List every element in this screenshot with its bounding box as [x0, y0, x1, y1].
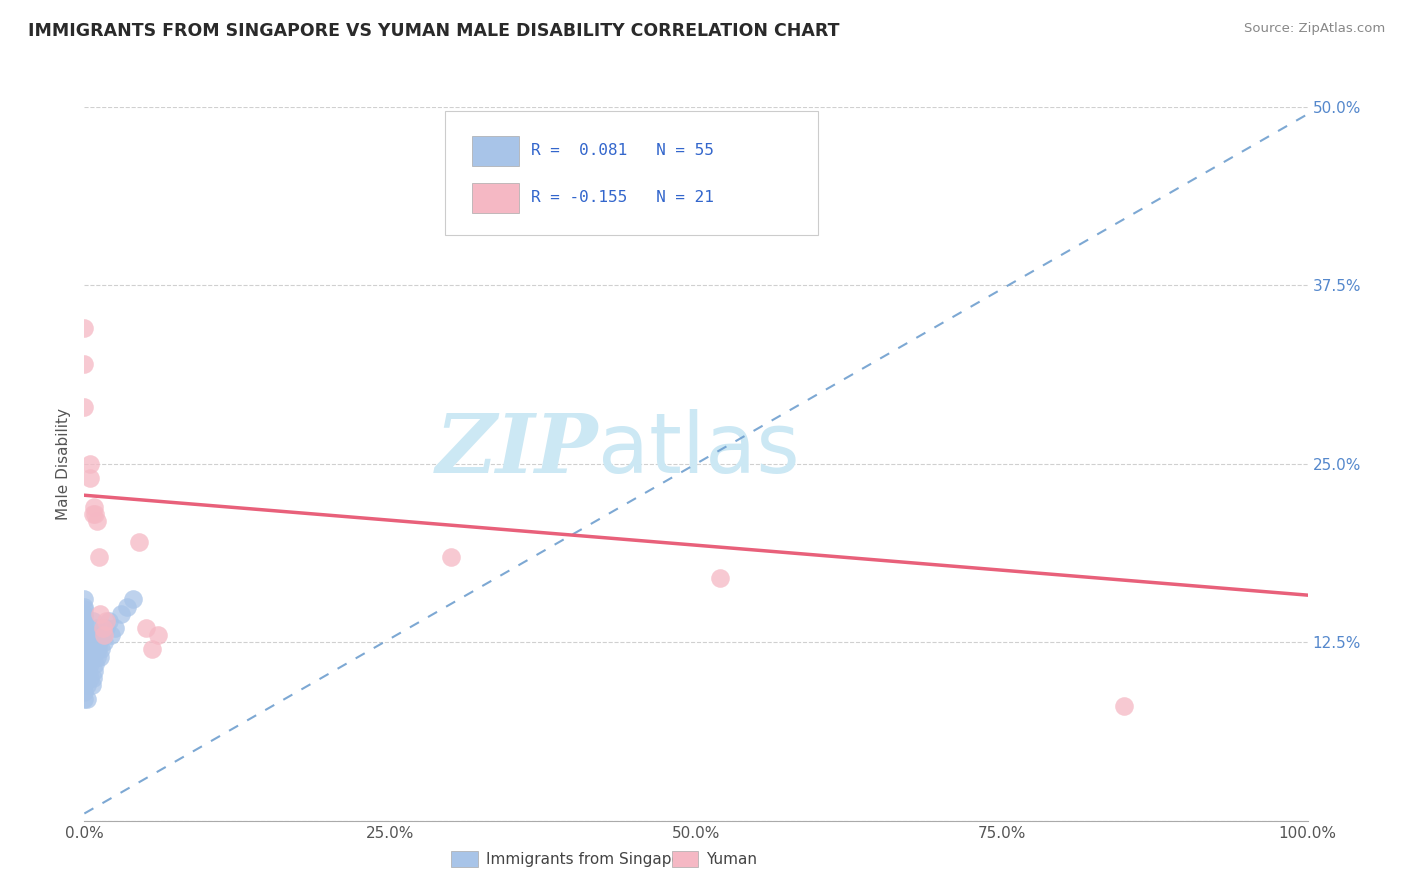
Point [87, 642, 110, 657]
Text: ZIP: ZIP [436, 409, 598, 490]
Text: Yuman: Yuman [706, 852, 756, 867]
Point [87, 549, 110, 564]
Point [77, 649, 100, 664]
Point [73, 631, 96, 645]
Point [86, 514, 108, 528]
Point [146, 628, 169, 642]
Point [104, 621, 127, 635]
Point [73, 616, 96, 631]
Bar [451, 851, 478, 867]
Point [73, 671, 96, 685]
Point [76, 678, 98, 692]
Bar [472, 183, 519, 212]
Point [709, 571, 731, 585]
Point [73, 607, 96, 621]
Point [73, 592, 96, 607]
Point [73, 628, 96, 642]
Point [79, 657, 101, 671]
Point [135, 621, 157, 635]
Point [82, 671, 104, 685]
Text: IMMIGRANTS FROM SINGAPORE VS YUMAN MALE DISABILITY CORRELATION CHART: IMMIGRANTS FROM SINGAPORE VS YUMAN MALE … [28, 22, 839, 40]
Point [97, 614, 120, 628]
Point [77, 635, 100, 649]
Point [96, 614, 118, 628]
Point [77, 664, 100, 678]
Point [73, 692, 96, 706]
FancyBboxPatch shape [446, 111, 818, 235]
Point [84, 628, 107, 642]
Text: atlas: atlas [598, 409, 800, 490]
Point [79, 628, 101, 642]
Point [110, 607, 132, 621]
Point [80, 649, 103, 664]
Point [82, 614, 104, 628]
Point [100, 628, 122, 642]
Point [84, 507, 107, 521]
Point [73, 357, 96, 371]
Point [79, 471, 101, 485]
Point [73, 678, 96, 692]
Point [1114, 699, 1136, 714]
Point [89, 649, 111, 664]
Point [440, 549, 463, 564]
Point [83, 664, 105, 678]
Point [73, 649, 96, 664]
Point [122, 592, 145, 607]
Point [87, 635, 110, 649]
Point [79, 457, 101, 471]
Point [73, 642, 96, 657]
Point [96, 621, 118, 635]
Point [73, 685, 96, 699]
Text: Source: ZipAtlas.com: Source: ZipAtlas.com [1244, 22, 1385, 36]
Point [73, 609, 96, 624]
Point [93, 628, 115, 642]
Point [73, 321, 96, 335]
Point [73, 621, 96, 635]
Point [83, 635, 105, 649]
Point [73, 400, 96, 414]
Point [93, 635, 115, 649]
Point [91, 628, 114, 642]
Point [79, 642, 101, 657]
Point [82, 642, 104, 657]
Bar [672, 851, 699, 867]
Point [84, 657, 107, 671]
Text: Immigrants from Singapore: Immigrants from Singapore [485, 852, 696, 867]
Text: R = -0.155   N = 21: R = -0.155 N = 21 [531, 190, 714, 205]
Point [79, 671, 101, 685]
Point [73, 614, 96, 628]
Point [86, 649, 108, 664]
Point [77, 628, 100, 642]
Point [86, 621, 108, 635]
Y-axis label: Male Disability: Male Disability [56, 408, 72, 520]
Point [76, 692, 98, 706]
Point [128, 535, 150, 549]
Text: R =  0.081   N = 55: R = 0.081 N = 55 [531, 143, 714, 158]
Point [83, 500, 105, 514]
Bar [472, 136, 519, 166]
Point [80, 678, 103, 692]
Point [82, 507, 104, 521]
Point [73, 635, 96, 649]
Point [73, 599, 96, 614]
Point [141, 642, 163, 657]
Point [77, 642, 100, 657]
Point [73, 625, 96, 640]
Point [89, 607, 111, 621]
Point [115, 599, 138, 614]
Point [73, 664, 96, 678]
Point [73, 602, 96, 616]
Point [90, 642, 112, 657]
Point [73, 657, 96, 671]
Point [91, 621, 114, 635]
